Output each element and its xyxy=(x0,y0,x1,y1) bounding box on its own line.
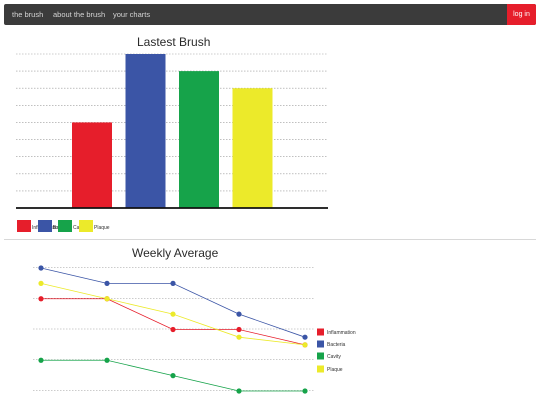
line-point-cavity xyxy=(170,373,176,379)
line-point-cavity xyxy=(302,388,308,394)
line-series-bacteria xyxy=(40,267,306,338)
nav-link-the-brush[interactable]: the brush xyxy=(12,10,44,19)
bar-legend-swatch-plaque xyxy=(79,220,93,232)
line-legend-label-cavity: Cavity xyxy=(327,354,341,360)
login-button[interactable]: log in xyxy=(507,4,536,25)
line-point-cavity xyxy=(236,388,242,394)
line-point-bacteria xyxy=(38,265,44,271)
line-legend-swatch-cavity xyxy=(317,352,324,360)
line-point-plaque xyxy=(38,280,44,286)
line-point-plaque xyxy=(104,296,110,302)
line-point-bacteria xyxy=(104,280,110,286)
line-chart-title: Weekly Average xyxy=(132,246,219,260)
line-point-cavity xyxy=(38,357,44,363)
line-point-plaque xyxy=(170,311,176,317)
line-legend-swatch-inflammation xyxy=(317,328,324,336)
line-point-bacteria xyxy=(236,311,242,317)
top-navbar: the brush about the brush your charts lo… xyxy=(4,4,536,25)
line-point-cavity xyxy=(104,357,110,363)
bar-legend-label-plaque: Plaque xyxy=(94,225,110,231)
line-point-inflammation xyxy=(236,326,242,333)
line-legend-label-plaque: Plaque xyxy=(327,367,343,373)
line-legend-label-inflammation: Inflammation xyxy=(327,330,356,336)
line-point-inflammation xyxy=(170,326,176,333)
bar-chart-title: Lastest Brush xyxy=(137,35,211,49)
line-point-plaque xyxy=(236,334,242,340)
bar-plaque xyxy=(232,88,273,208)
bar-legend-swatch-bacteria xyxy=(38,220,52,232)
bar-cavity xyxy=(179,71,219,208)
bar-bacteria xyxy=(125,54,166,208)
bar-inflammation xyxy=(72,122,112,208)
bar-legend-swatch-cavity xyxy=(58,220,72,232)
line-legend-swatch-bacteria xyxy=(317,340,324,348)
bar-legend-swatch-inflammation xyxy=(17,220,31,232)
line-series-inflammation xyxy=(41,298,306,346)
section-divider xyxy=(4,239,536,240)
nav-link-about-the-brush[interactable]: about the brush xyxy=(53,10,106,19)
line-point-bacteria xyxy=(302,334,308,340)
nav-link-your-charts[interactable]: your charts xyxy=(113,10,151,19)
line-legend-swatch-plaque xyxy=(317,365,324,373)
line-legend-label-bacteria: Bacteria xyxy=(327,342,346,348)
line-point-bacteria xyxy=(170,280,176,286)
line-point-inflammation xyxy=(38,296,44,302)
line-point-plaque xyxy=(302,342,308,348)
